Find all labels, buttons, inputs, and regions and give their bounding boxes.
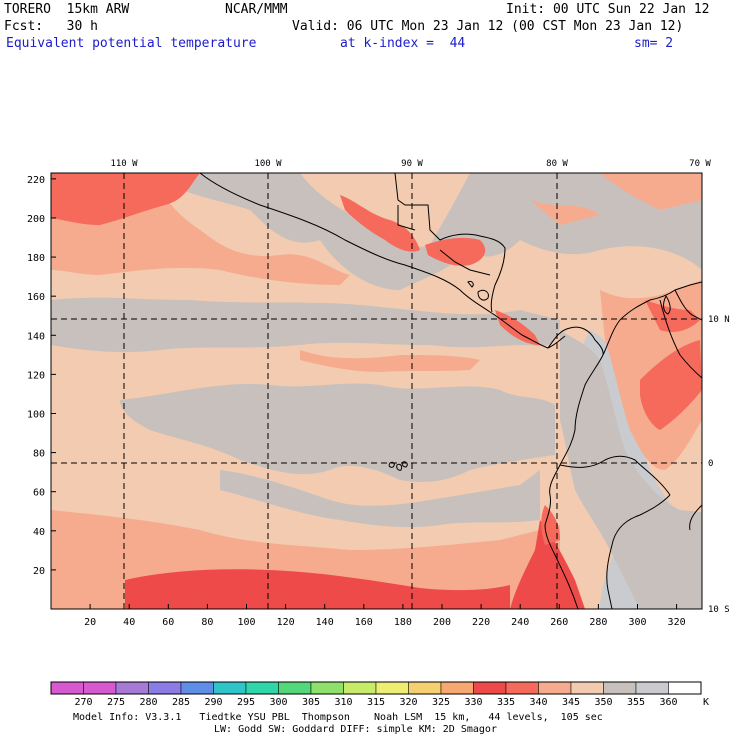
x-tick-label: 80: [201, 617, 213, 628]
init-time: Init: 00 UTC Sun 22 Jan 12: [506, 2, 710, 17]
x-axis-labels: 20 40 60 80 100 120 140 160 180 200 220 240 260 280 30…: [84, 617, 686, 628]
field-name: Equivalent potential temperature: [6, 36, 257, 51]
lon-label: 110 W: [110, 159, 138, 169]
border-peru-bolivia: [689, 504, 702, 531]
y-tick-label: 120: [27, 370, 45, 381]
y-tick-label: 160: [27, 292, 45, 303]
coast-galapagos-3: [401, 461, 408, 468]
field-350-band-low: [120, 383, 555, 482]
field-330-peru-coast: [510, 520, 585, 609]
coast-lake-maracaibo: [663, 295, 671, 315]
level-info: at k-index = 44: [340, 36, 466, 51]
map-field: [51, 173, 702, 609]
lat-label: 10 S: [708, 605, 730, 615]
x-axis-ticks: [89, 604, 678, 609]
lon-label: 70 W: [689, 159, 711, 169]
x-tick-label: 220: [472, 617, 490, 628]
field-350-gulf: [150, 173, 702, 290]
border-peru-brazil: [606, 494, 671, 609]
lat-label: 0: [708, 459, 713, 469]
field-330-south-band: [125, 569, 510, 609]
field-350-equatorial: [220, 470, 540, 528]
y-tick-label: 60: [33, 488, 45, 499]
lon-label: 80 W: [546, 159, 568, 169]
physics-info: LW: Godd SW: Goddard DIFF: simple KM: 2D…: [214, 724, 497, 735]
field-335-venezuela: [645, 300, 700, 332]
model-info: Model Info: V3.3.1 Tiedtke YSU PBL Thomp…: [73, 712, 603, 723]
coast-mexico-central-america: [199, 173, 566, 349]
lat-labels: 10 N 0 10 S: [708, 315, 730, 615]
center-name: NCAR/MMM: [225, 2, 288, 17]
lon-label: 100 W: [254, 159, 282, 169]
coast-colombia-caribbean: [602, 281, 702, 356]
model-name: TORERO 15km ARW: [4, 2, 130, 17]
smoothing-info: sm= 2: [634, 36, 674, 51]
coast-gulf-fonseca: [467, 281, 474, 288]
x-tick-label: 20: [84, 617, 96, 628]
field-335-nw-corner: [51, 173, 200, 225]
x-tick-label: 280: [589, 617, 607, 628]
y-tick-label: 20: [33, 566, 45, 577]
x-tick-label: 100: [237, 617, 255, 628]
field-350-south-america: [560, 330, 702, 609]
lat-label: 10 N: [708, 315, 730, 325]
border-colombia-venezuela: [659, 299, 702, 379]
x-tick-label: 300: [628, 617, 646, 628]
x-tick-label: 120: [277, 617, 295, 628]
y-tick-label: 200: [27, 214, 45, 225]
field-340-caribbean: [490, 173, 702, 225]
y-axis-ticks: [51, 178, 56, 571]
valid-time: Valid: 06 UTC Mon 23 Jan 12 (00 CST Mon …: [292, 19, 684, 34]
x-tick-label: 180: [394, 617, 412, 628]
x-tick-label: 320: [668, 617, 686, 628]
coast-galapagos-1: [388, 461, 395, 468]
x-tick-label: 260: [550, 617, 568, 628]
coast-galapagos-2: [396, 463, 403, 471]
coast-nicaragua-lake: [477, 289, 489, 301]
coast-yucatan-caribbean: [394, 173, 506, 313]
y-tick-label: 40: [33, 527, 45, 538]
y-axis-labels: 20 40 60 80 100 120 140 160 180 200 220: [27, 175, 45, 577]
lon-label: 90 W: [401, 159, 423, 169]
field-335-guatemala: [340, 195, 420, 252]
border-colombia-ecuador: [559, 455, 671, 496]
y-tick-label: 80: [33, 449, 45, 460]
map-frame: [50, 172, 703, 610]
border-guatemala: [397, 205, 416, 231]
field-350-band-mid: [51, 297, 560, 353]
coast-south-america-west: [544, 354, 604, 609]
field-335-honduras: [425, 237, 486, 266]
x-tick-label: 60: [162, 617, 174, 628]
x-tick-label: 240: [511, 617, 529, 628]
y-tick-label: 100: [27, 409, 45, 420]
coast-panama: [547, 326, 604, 356]
x-tick-label: 200: [433, 617, 451, 628]
y-tick-label: 220: [27, 175, 45, 186]
y-tick-label: 180: [27, 253, 45, 264]
lon-labels: 110 W 100 W 90 W 80 W 70 W: [110, 159, 711, 169]
field-335-ecuador: [541, 505, 560, 545]
x-tick-label: 140: [316, 617, 334, 628]
latlon-grid: [51, 173, 702, 609]
border-honduras-nicaragua: [439, 249, 491, 276]
field-340-eq-strip: [300, 350, 480, 372]
x-tick-label: 160: [355, 617, 373, 628]
x-tick-label: 40: [123, 617, 135, 628]
forecast-hour: Fcst: 30 h: [4, 19, 98, 34]
coastlines: [199, 173, 702, 609]
coast-venezuela-north: [674, 289, 702, 321]
y-tick-label: 140: [27, 331, 45, 342]
